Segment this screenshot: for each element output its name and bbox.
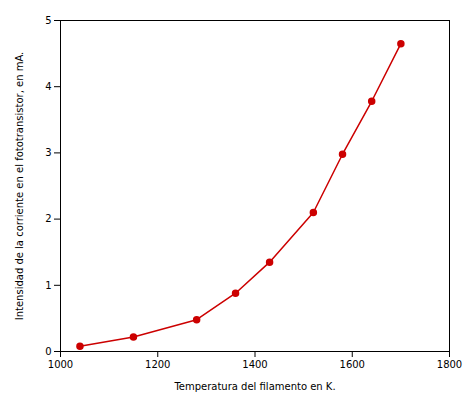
svg-text:Intensidad de la corriente en: Intensidad de la corriente en el fototra… — [14, 52, 25, 321]
svg-text:1800: 1800 — [437, 359, 462, 370]
svg-text:Temperatura del filamento en K: Temperatura del filamento en K. — [173, 381, 335, 392]
svg-text:5: 5 — [45, 15, 51, 26]
svg-text:3: 3 — [45, 147, 51, 158]
svg-text:1200: 1200 — [145, 359, 170, 370]
svg-text:2: 2 — [45, 213, 51, 224]
svg-text:1600: 1600 — [340, 359, 365, 370]
svg-text:1400: 1400 — [242, 359, 267, 370]
svg-text:0: 0 — [45, 346, 51, 357]
svg-text:4: 4 — [45, 81, 51, 92]
svg-text:1000: 1000 — [48, 359, 73, 370]
svg-text:1: 1 — [45, 280, 51, 291]
